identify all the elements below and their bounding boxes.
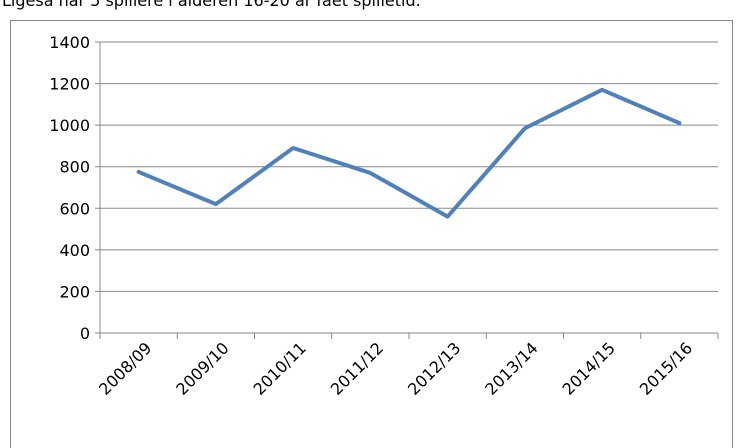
y-tick-label: 200 <box>59 282 90 301</box>
x-tick-label: 2009/10 <box>172 338 232 398</box>
x-tick-label: 2011/12 <box>327 338 387 398</box>
x-tick-label: 2013/14 <box>481 338 541 398</box>
y-tick-label: 800 <box>59 158 90 177</box>
x-tick-label: 2014/15 <box>559 338 619 398</box>
y-tick-label: 1200 <box>49 75 90 94</box>
caption: Ligeså har 5 spillere i alderen 16-20 år… <box>2 0 421 10</box>
x-tick-label: 2015/16 <box>636 338 696 398</box>
x-tick-label: 2008/09 <box>95 338 155 398</box>
y-tick-label: 400 <box>59 241 90 260</box>
y-tick-label: 600 <box>59 199 90 218</box>
x-tick-label: 2012/13 <box>404 338 464 398</box>
x-tick-label: 2010/11 <box>250 338 310 398</box>
y-tick-label: 0 <box>80 324 90 343</box>
chart-border <box>10 20 733 448</box>
y-tick-label: 1000 <box>49 116 90 135</box>
y-tick-label: 1400 <box>49 33 90 52</box>
line <box>136 87 682 219</box>
